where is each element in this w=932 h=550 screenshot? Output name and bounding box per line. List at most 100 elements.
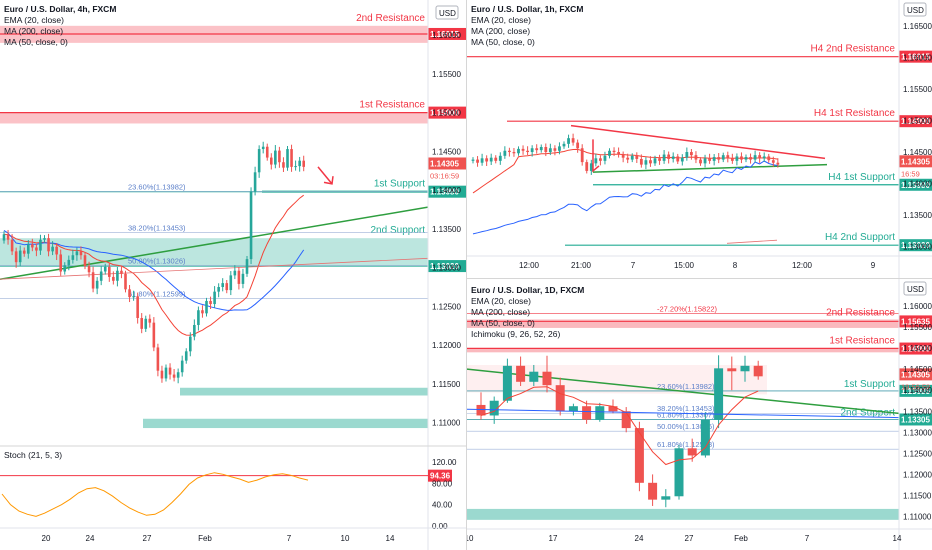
- c4h-candle: [205, 300, 208, 314]
- c4h-candle: [274, 150, 277, 165]
- c1h-candle: [749, 157, 752, 160]
- stoch-line: [1, 472, 309, 517]
- c1h-candle: [740, 156, 743, 160]
- chart-4h-indicator-ma50: MA (50, close, 0): [4, 37, 68, 47]
- c1d-candle: [740, 365, 750, 372]
- p2-y-tick: 1.16500: [903, 22, 932, 31]
- p1-y-tick: 1.11500: [432, 380, 461, 389]
- c1h-candle: [708, 158, 711, 161]
- c4h-candle: [18, 250, 22, 263]
- c1d-candle: [542, 371, 552, 386]
- c4h-candle: [136, 296, 139, 318]
- c1h-candle: [639, 158, 643, 165]
- c1h-candle: [594, 158, 598, 164]
- chart-1h-svg[interactable]: H4 2nd Resistance 1.16015 H4 1st Resistanc…: [467, 0, 932, 278]
- p3-x-tick: 14: [893, 534, 902, 543]
- c4h-candle: [91, 272, 95, 289]
- p3-currency: USD: [907, 285, 924, 294]
- c1h-candle: [580, 148, 584, 163]
- c4h-candle: [55, 246, 58, 255]
- panel-divider-horizontal: [466, 278, 932, 279]
- c4h-candle: [63, 265, 67, 272]
- c4h-candle: [168, 367, 172, 375]
- c1h-candle: [476, 159, 479, 163]
- c4h-candle: [87, 266, 91, 273]
- chart-1h-panel[interactable]: H4 2nd Resistance 1.16015 H4 1st Resistanc…: [467, 0, 932, 278]
- p3-currency-box: [903, 281, 927, 296]
- h4-level-price-2: 1.13980: [901, 181, 930, 190]
- trendline: [0, 206, 429, 280]
- current-price-tag-bg: [428, 157, 466, 170]
- c1h-candle: [612, 150, 616, 153]
- c4h-candle: [184, 351, 188, 361]
- c1h-candle: [762, 156, 766, 159]
- h4-level-price-0: 1.16015: [901, 53, 930, 62]
- chart-1h-indicator-ma50: MA (50, close, 0): [471, 37, 535, 47]
- down-arrow: [592, 139, 600, 173]
- chart-4h-legend: Euro / U.S. Dollar, 4h, FXCM EMA (20, cl…: [4, 4, 116, 48]
- c1h-candle: [530, 148, 534, 153]
- c4h-candle: [156, 347, 160, 371]
- level-label-0: 2nd Resistance: [356, 13, 425, 24]
- chart-4h-panel[interactable]: 2nd Resistance 1.16015 1st Resistance 1.150…: [0, 0, 466, 550]
- c1d-candle: [476, 404, 486, 416]
- h4-level-price-1: 1.14990: [901, 117, 930, 126]
- p1-y-tick: 1.12000: [432, 341, 461, 350]
- p1-y-tick: 1.12500: [432, 302, 461, 311]
- p1-y-tick: 1.13000: [432, 264, 461, 273]
- p3-x-tick: 7: [805, 534, 810, 543]
- p2-x-tick: 8: [733, 261, 738, 270]
- p3-x-tick: 24: [635, 534, 644, 543]
- p3-y-tick: 1.12500: [903, 449, 932, 458]
- p2-y-tick: 1.15000: [903, 117, 932, 126]
- c1h-candle: [690, 152, 693, 156]
- c1d-candle: [568, 406, 578, 412]
- c4h-candle: [148, 318, 152, 323]
- c1h-candle: [617, 152, 620, 155]
- c1d-candle: [687, 448, 697, 456]
- p2-x-tick: 7: [631, 261, 636, 270]
- c1h-candle: [526, 150, 529, 153]
- c4h-candle: [286, 149, 289, 168]
- c1h-candle: [717, 157, 721, 160]
- h4-level-price-0-bg: [899, 50, 932, 63]
- c1h-candle: [703, 158, 707, 164]
- c4h-candle: [140, 318, 143, 329]
- p3-y-tick: 1.14000: [903, 386, 932, 395]
- c1h-candle: [512, 152, 516, 154]
- c1d-candle: [621, 411, 631, 429]
- p3-y-tick: 1.14500: [903, 365, 932, 374]
- c4h-candle: [180, 360, 184, 373]
- p2-x-tick: 21:00: [571, 261, 592, 270]
- d-level-price-0-bg: [899, 315, 932, 328]
- chart-1d-panel[interactable]: 2nd Resistance 1.15635 1st Resistance 1.149…: [467, 279, 932, 550]
- c1h-candle: [585, 162, 589, 171]
- c4h-candle: [197, 310, 200, 325]
- d-level-label-0: 2nd Resistance: [826, 308, 895, 319]
- c4h-candle: [278, 150, 281, 163]
- d-level-price-0: 1.15635: [901, 317, 930, 326]
- c1h-candle: [544, 146, 548, 153]
- zone-1: [0, 112, 428, 124]
- p2-y-tick: 1.13000: [903, 242, 932, 251]
- chart-1d-svg[interactable]: 2nd Resistance 1.15635 1st Resistance 1.149…: [467, 279, 932, 550]
- c1d-candle: [700, 419, 710, 456]
- p2-y-tick: 1.16000: [903, 54, 932, 63]
- chart-4h-svg[interactable]: 2nd Resistance 1.16015 1st Resistance 1.150…: [0, 0, 466, 550]
- c4h-candle: [241, 273, 245, 284]
- c1h-candle: [712, 157, 716, 161]
- countdown: 03:16:59: [430, 171, 459, 180]
- c4h-candle: [31, 244, 34, 248]
- support-zone-low: [180, 387, 428, 396]
- c1h-candle: [744, 157, 748, 160]
- p1-y-tick: 1.14000: [432, 186, 461, 195]
- c1d-candle: [529, 371, 539, 382]
- p1-x-tick: 14: [386, 534, 395, 543]
- h4-level-label-3: H4 2nd Support: [825, 232, 895, 243]
- c1h-candle: [699, 159, 702, 164]
- c4h-candle: [103, 266, 107, 272]
- p2-currency-box: [903, 2, 927, 17]
- c1d-candle: [714, 368, 724, 420]
- d-level-price-2: 1.13985: [901, 387, 930, 396]
- p1-y-tick: 1.11000: [432, 419, 461, 428]
